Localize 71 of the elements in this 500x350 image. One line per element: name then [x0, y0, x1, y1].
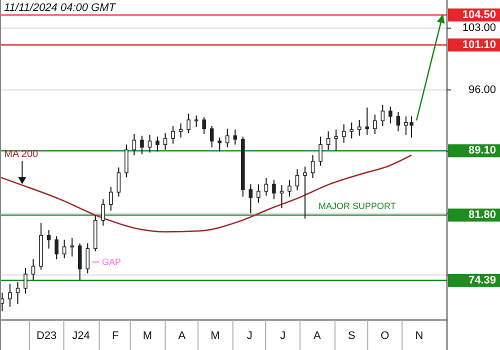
candlestick [140, 135, 144, 155]
candlestick [70, 237, 74, 258]
ref-line-label: 89.10 [468, 144, 496, 157]
candlestick [380, 104, 385, 127]
x-tick-label: F [112, 330, 119, 342]
candlestick [202, 116, 206, 135]
candlestick [132, 133, 136, 156]
candlestick [8, 283, 12, 308]
x-tick-label: O [380, 330, 390, 342]
candlestick [388, 106, 392, 124]
ref-line-label: 81.80 [468, 209, 496, 222]
candlestick [194, 114, 198, 128]
candlestick [86, 242, 90, 274]
candlestick [350, 122, 354, 139]
candlestick [326, 130, 330, 150]
candlestick [31, 258, 36, 281]
x-tick-label: J24 [72, 330, 90, 342]
candlestick [218, 136, 222, 152]
candlestick [295, 168, 300, 191]
candlestick [116, 166, 121, 198]
candlestick [272, 179, 276, 200]
candlestick [109, 186, 113, 212]
ref-line-label: 104.50 [462, 8, 496, 21]
candlestick [101, 198, 106, 226]
x-tick-label: M [210, 330, 220, 342]
series-label: MA 200 [4, 149, 39, 160]
x-tick-label: A [314, 330, 322, 342]
candlestick [210, 126, 214, 148]
candlestick [288, 179, 292, 198]
y-tick-label: 103.00 [462, 22, 496, 34]
candlestick [256, 184, 260, 204]
candlestick [24, 267, 28, 294]
x-tick-label: D23 [36, 330, 57, 342]
x-tick-label: N [415, 330, 424, 342]
candlestick [78, 242, 82, 281]
annotation: GAP [102, 257, 122, 267]
x-tick-label: J [246, 330, 252, 342]
candlestick [124, 144, 128, 178]
candlestick [171, 126, 175, 144]
x-tick-label: J [280, 330, 286, 342]
annotation: MAJOR SUPPORT [318, 201, 396, 212]
candlestick [156, 136, 160, 152]
candlestick [334, 129, 338, 152]
candlestick [373, 114, 377, 135]
chart-title: 11/11/2024 04:00 GMT [4, 2, 117, 14]
candlestick [54, 236, 58, 260]
candlestick [16, 282, 20, 305]
candlestick [186, 113, 190, 134]
candlestick [303, 166, 307, 220]
candlestick [46, 230, 51, 250]
candlestick [280, 184, 284, 209]
candlestick [396, 111, 400, 132]
candlestick [342, 124, 346, 144]
candlestick [62, 239, 66, 259]
y-tick-label: 96.00 [468, 84, 496, 96]
x-tick-label: S [348, 330, 356, 342]
ref-line-label: 101.10 [462, 38, 496, 51]
candlestick [225, 128, 230, 148]
candlestick [148, 134, 152, 154]
ref-line-label: 74.39 [468, 274, 496, 286]
candlestick [178, 122, 183, 138]
x-tick-label: A [178, 330, 186, 342]
candlestick [318, 136, 322, 166]
candlestick [163, 132, 168, 150]
candlestick [233, 129, 238, 146]
x-tick-label: M [142, 330, 152, 342]
candlestick [248, 184, 253, 214]
candlestick [310, 154, 315, 179]
candlestick [357, 119, 362, 136]
candlestick [365, 107, 370, 136]
candlestick [264, 178, 268, 196]
